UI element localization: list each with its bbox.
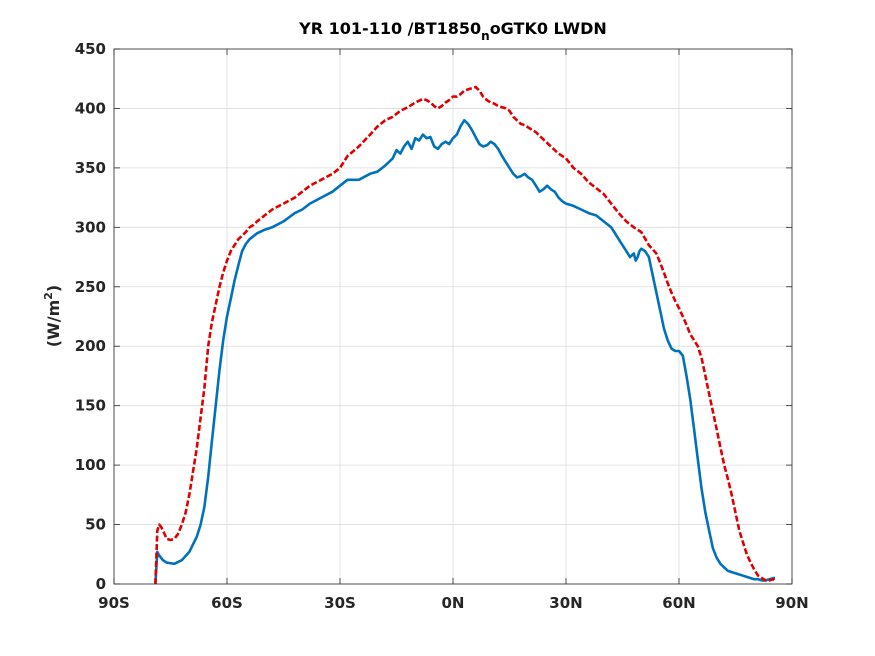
x-tick-label: 90S <box>98 594 130 612</box>
y-tick-label: 400 <box>75 99 106 117</box>
y-axis-label-main: (W/m <box>44 300 63 347</box>
x-tick-label: 90N <box>775 594 808 612</box>
x-tick-label: 60S <box>211 594 243 612</box>
y-tick-label: 50 <box>85 516 106 534</box>
y-tick-label: 150 <box>75 397 106 415</box>
y-tick-label: 0 <box>96 575 106 593</box>
series-layer <box>154 85 776 585</box>
chart-title-subscript: n <box>481 29 490 43</box>
x-tick-label: 60N <box>662 594 695 612</box>
y-axis-label-superscript: 2 <box>42 292 55 300</box>
y-tick-label: 300 <box>75 218 106 236</box>
y-tick-label: 200 <box>75 337 106 355</box>
chart-title: YR 101-110 /BT1850noGTK0 LWDN <box>298 19 607 43</box>
chart-title-rest: oGTK0 LWDN <box>490 19 607 38</box>
y-tick-label: 450 <box>75 40 106 58</box>
y-axis-label-close: ) <box>44 285 63 292</box>
x-tick-label: 0N <box>442 594 465 612</box>
x-tick-label: 30N <box>549 594 582 612</box>
series-2-line <box>154 85 776 585</box>
y-axis-label: (W/m2) <box>42 285 63 347</box>
x-tick-label: 30S <box>324 594 356 612</box>
chart-title-main: YR 101-110 /BT1850 <box>298 19 481 38</box>
series-1 <box>154 119 775 585</box>
series-2 <box>154 85 776 585</box>
tick-marks <box>113 48 793 585</box>
series-1-line <box>154 119 775 585</box>
y-tick-label: 350 <box>75 159 106 177</box>
tick-labels: 90S 60S 30S 0N 30N 60N 90N 0 50 100 150 200 250 300 35… <box>75 40 809 612</box>
y-tick-label: 100 <box>75 456 106 474</box>
y-tick-label: 250 <box>75 278 106 296</box>
